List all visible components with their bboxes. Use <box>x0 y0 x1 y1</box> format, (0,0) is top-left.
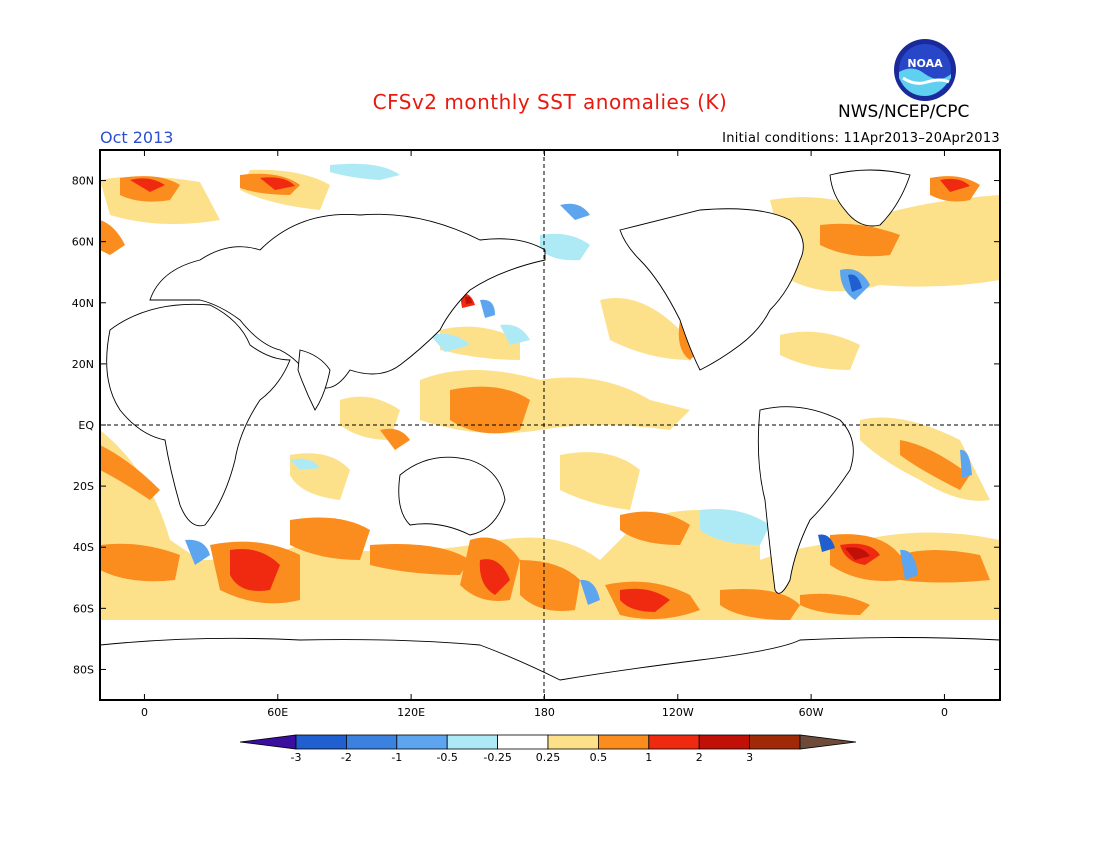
legend-swatch <box>749 734 801 750</box>
legend-swatch <box>698 734 751 750</box>
anomaly-neg-05 <box>185 203 972 605</box>
lon-label: 180 <box>534 706 555 719</box>
legend-tick-label: -0.5 <box>436 751 457 764</box>
valid-month-label: Oct 2013 <box>100 128 174 147</box>
logo-text: NOAA <box>907 57 943 70</box>
legend-swatch <box>396 734 448 750</box>
legend-swatch <box>345 734 398 750</box>
africa-outline <box>106 303 291 527</box>
australia-outline <box>398 456 506 536</box>
legend-swatch <box>799 734 857 750</box>
lat-label: 80S <box>73 663 94 676</box>
legend-tick-label: 3 <box>746 751 753 764</box>
legend-tick-label: 1 <box>645 751 652 764</box>
lat-label: 80N <box>72 175 94 188</box>
anomaly-2 <box>465 296 870 560</box>
lat-label: 20S <box>73 480 94 493</box>
greenland-outline <box>829 169 911 227</box>
legend-tick-label: -2 <box>341 751 352 764</box>
lat-label: 60S <box>73 602 94 615</box>
coastlines <box>100 169 1000 700</box>
anomaly-neg-1 <box>818 274 862 552</box>
legend-tick-label: 0.5 <box>590 751 608 764</box>
legend-swatch <box>239 734 297 750</box>
legend-swatch <box>497 734 549 750</box>
lon-label: 60W <box>799 706 824 719</box>
lon-label: 60E <box>267 706 288 719</box>
legend-tick-label: 2 <box>696 751 703 764</box>
legend-tick-label: -3 <box>291 751 302 764</box>
legend-swatch <box>598 734 650 750</box>
lat-label: 40S <box>73 541 94 554</box>
latitude-labels: 80N 60N 40N 20N EQ 20S 40S 60S 80S <box>72 175 1000 676</box>
south-america-outline <box>757 406 854 594</box>
lon-label: 0 <box>141 706 148 719</box>
antarctica-outline <box>100 637 1000 700</box>
lon-label: 120E <box>397 706 425 719</box>
agency-label: NWS/NCEP/CPC <box>838 102 970 122</box>
legend-tick-label: -1 <box>391 751 402 764</box>
lat-label: 60N <box>72 236 94 249</box>
legend-tick-label: 0.25 <box>536 751 561 764</box>
legend-swatch <box>295 734 347 750</box>
lon-label: 120W <box>662 706 694 719</box>
lon-label: 0 <box>941 706 948 719</box>
legend-swatch <box>446 734 499 750</box>
noaa-logo-icon: NOAA <box>894 39 956 101</box>
india-outline <box>297 349 331 411</box>
lat-label: 40N <box>72 297 94 310</box>
legend-swatch <box>648 734 700 750</box>
chart-title: CFSv2 monthly SST anomalies (K) <box>372 90 728 114</box>
initial-conditions-label: Initial conditions: 11Apr2013–20Apr2013 <box>722 131 1000 146</box>
lat-label: 20N <box>72 358 94 371</box>
legend-swatch <box>547 734 599 750</box>
longitude-labels: 0 60E 120E 180 120W 60W 0 <box>141 150 948 719</box>
north-america-outline <box>619 208 804 371</box>
eurasia-outline <box>149 213 546 389</box>
lat-label: EQ <box>78 419 94 432</box>
legend-tick-label: -0.25 <box>483 751 511 764</box>
